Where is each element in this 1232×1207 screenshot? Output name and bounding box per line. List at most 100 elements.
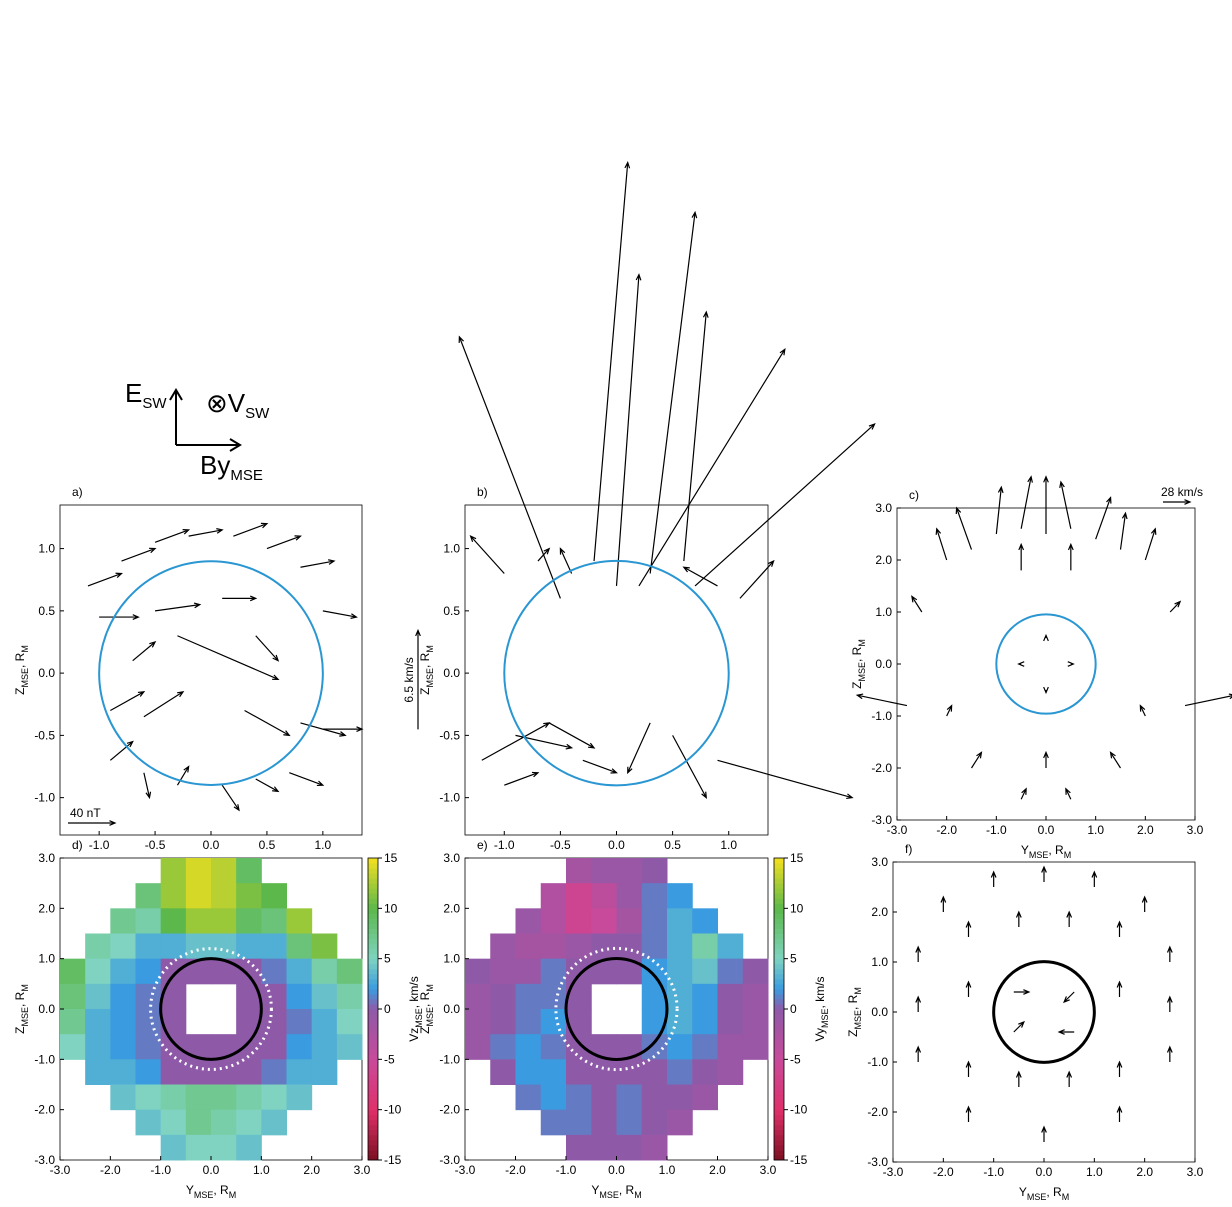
y-axis-label: ZMSE, RM [846,987,863,1037]
y-tick-label: 0.0 [38,666,55,680]
label-part: Z [418,688,432,695]
vector [1166,995,1173,1012]
colorbar-segment [774,1039,784,1045]
x-tick-label: -3.0 [887,823,908,837]
colorbar-segment [368,1154,378,1161]
colorbar-segment [774,903,784,909]
vector [177,635,280,680]
vector [1067,542,1074,571]
heat-cell [591,883,617,909]
y-tick-label: 0.5 [443,604,460,618]
colorbar-label: VyMSE, km/s [813,976,830,1041]
v-label: ⊗VSW [206,388,270,422]
vector [990,870,997,887]
y-tick-label: -3.0 [439,1153,460,1167]
scale-arrow [415,628,421,730]
heat-cell [515,1084,542,1111]
vector [322,610,358,619]
heat-cell [185,933,212,960]
heat-cell [236,1109,262,1136]
subscript: MSE [20,1007,30,1027]
heat-cell [540,958,567,985]
plot-frame [892,861,1196,1163]
vector [221,784,240,812]
scale-label: 6.5 km/s [402,657,416,702]
colorbar-segment [368,1074,378,1080]
unit-circle [159,957,263,1061]
y-tick-label: 0.0 [38,1002,55,1016]
x-tick-label: -1.0 [150,1163,171,1177]
heat-cell [667,983,693,1010]
vector [1119,511,1128,550]
heat-cell [667,1034,693,1060]
colorbar-segment [774,978,784,985]
y-axis-label: ZMSE, RM [418,984,435,1034]
heat-cell [85,933,111,960]
vector [1066,910,1073,927]
colorbar-segment [774,873,784,879]
vector [683,310,709,562]
x-tick-label: 0.0 [1038,823,1055,837]
label-part: , R [213,1183,229,1197]
heat-cell [692,1034,718,1060]
colorbar-segment [774,993,784,1000]
heat-cell [85,958,111,985]
vector [965,980,972,997]
heat-cell [616,1134,643,1161]
subscript: M [1064,850,1072,860]
x-tick-label: 2.0 [709,1163,726,1177]
colorbar-segment [774,988,784,995]
heat-cell [540,1034,567,1060]
unit-circle [503,559,730,787]
x-tick-label: -1.0 [986,823,1007,837]
subscript: M [20,984,30,992]
panel-label: b) [477,485,488,499]
y-tick-label: 0.0 [875,657,892,671]
heat-cell [160,1109,187,1136]
heat-cell [311,958,338,985]
heat-cell [60,1034,86,1060]
vector [940,895,947,912]
heat-cell [490,1059,516,1085]
x-tick-label: 2.0 [1136,1165,1153,1179]
vector [965,1105,972,1122]
colorbar-segment [774,1144,784,1151]
heat-cell [692,1059,718,1085]
vector [1166,1045,1173,1062]
heat-cell [641,1034,668,1060]
heat-cell [60,1009,86,1035]
x-tick-label: -3.0 [50,1163,71,1177]
colorbar-segment [774,1084,784,1091]
heat-cell [641,958,668,985]
colorbar-segment [774,888,784,894]
heat-cell [540,883,567,909]
label-part: , R [13,652,27,668]
colorbar-segment [368,928,378,934]
vector [1043,750,1049,768]
heat-cell [185,1084,212,1111]
vector [1017,661,1025,667]
vector [915,945,922,962]
colorbar-segment [774,1054,784,1060]
heat-cell [211,1109,237,1136]
heat-cell [286,1084,313,1111]
colorbar-segment [774,1124,784,1131]
y-tick-label: -1.0 [34,791,55,805]
vector [1041,1125,1047,1142]
vector [1020,787,1027,800]
panel-label: a) [72,485,83,499]
vector [504,771,540,786]
heat-cell [540,933,567,960]
subscript: M [229,1190,237,1200]
label-part: , R [1048,843,1064,857]
x-tick-label: -3.0 [883,1165,904,1179]
x-axis-label: YMSE, RM [1021,843,1071,860]
x-tick-label: 3.0 [760,1163,777,1177]
heat-cell [236,858,262,884]
y-tick-label: 0.0 [443,666,460,680]
e-label: ESW [125,378,167,412]
colorbar-segment [774,943,784,950]
y-tick-label: 3.0 [871,855,888,869]
colorbar-segment [774,963,784,970]
colorbar-segment [368,958,378,965]
